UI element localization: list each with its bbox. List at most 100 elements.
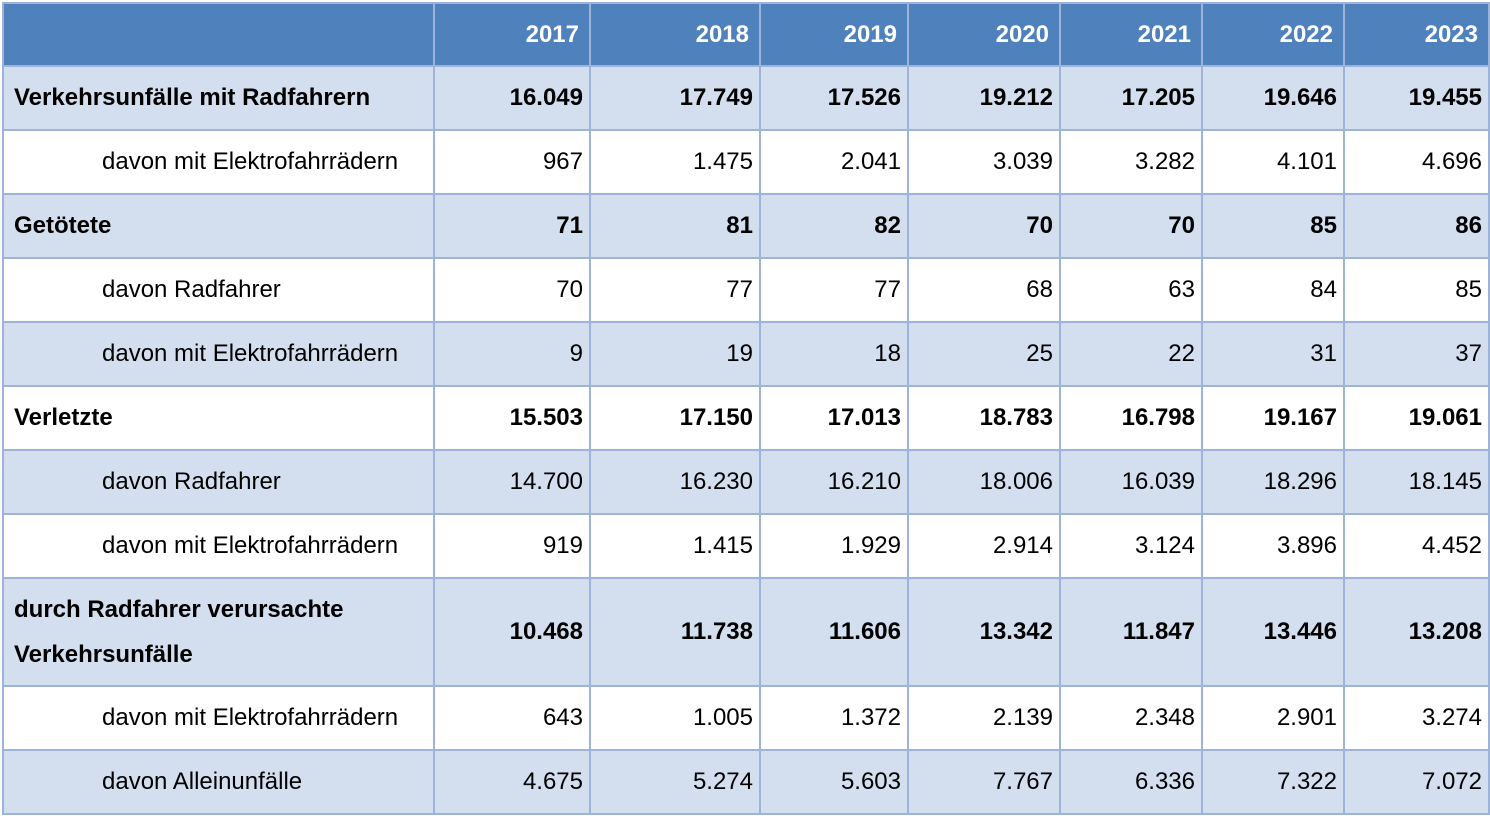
value-cell-2022: 85 xyxy=(1201,193,1345,259)
value-cell-2018: 19 xyxy=(589,321,761,387)
row-label: durch Radfahrer verursachte Verkehrsunfä… xyxy=(2,577,435,687)
value-cell-2021: 16.798 xyxy=(1059,385,1203,451)
value-cell-2022: 7.322 xyxy=(1201,749,1345,815)
header-label-cell xyxy=(2,2,435,67)
header-year-2018: 2018 xyxy=(589,2,761,67)
table-row: Verkehrsunfälle mit Radfahrern 16.049 17.7… xyxy=(2,65,1490,131)
table-body: Verkehrsunfälle mit Radfahrern 16.049 17.7… xyxy=(2,65,1490,815)
value-cell-2020: 7.767 xyxy=(907,749,1061,815)
value-cell-2020: 2.914 xyxy=(907,513,1061,579)
header-year-2020: 2020 xyxy=(907,2,1061,67)
header-row: 2017 2018 2019 2020 2021 2022 2023 xyxy=(2,2,1490,67)
value-cell-2020: 18.006 xyxy=(907,449,1061,515)
table-row: durch Radfahrer verursachte Verkehrsunfä… xyxy=(2,577,1490,687)
value-cell-2021: 16.039 xyxy=(1059,449,1203,515)
value-cell-2021: 63 xyxy=(1059,257,1203,323)
value-cell-2019: 18 xyxy=(759,321,909,387)
value-cell-2018: 5.274 xyxy=(589,749,761,815)
row-label: Verletzte xyxy=(2,385,435,451)
value-cell-2019: 2.041 xyxy=(759,129,909,195)
value-cell-2023: 3.274 xyxy=(1343,685,1490,751)
header-year-2021: 2021 xyxy=(1059,2,1203,67)
value-cell-2019: 17.526 xyxy=(759,65,909,131)
value-cell-2022: 4.101 xyxy=(1201,129,1345,195)
value-cell-2017: 967 xyxy=(433,129,591,195)
value-cell-2022: 84 xyxy=(1201,257,1345,323)
value-cell-2019: 82 xyxy=(759,193,909,259)
value-cell-2020: 2.139 xyxy=(907,685,1061,751)
value-cell-2022: 13.446 xyxy=(1201,577,1345,687)
value-cell-2023: 37 xyxy=(1343,321,1490,387)
value-cell-2018: 81 xyxy=(589,193,761,259)
value-cell-2018: 1.005 xyxy=(589,685,761,751)
value-cell-2017: 15.503 xyxy=(433,385,591,451)
table-row: Getötete 71 81 82 70 70 85 86 xyxy=(2,193,1490,259)
table-row: davon mit Elektrofahrrädern 967 1.475 2.041… xyxy=(2,129,1490,195)
row-label: davon mit Elektrofahrrädern xyxy=(2,321,435,387)
value-cell-2023: 13.208 xyxy=(1343,577,1490,687)
value-cell-2023: 19.455 xyxy=(1343,65,1490,131)
header-year-2019: 2019 xyxy=(759,2,909,67)
value-cell-2019: 77 xyxy=(759,257,909,323)
header-year-2017: 2017 xyxy=(433,2,591,67)
value-cell-2018: 11.738 xyxy=(589,577,761,687)
value-cell-2021: 6.336 xyxy=(1059,749,1203,815)
table-row: davon Radfahrer 70 77 77 68 63 84 85 xyxy=(2,257,1490,323)
value-cell-2022: 31 xyxy=(1201,321,1345,387)
value-cell-2020: 18.783 xyxy=(907,385,1061,451)
value-cell-2021: 11.847 xyxy=(1059,577,1203,687)
value-cell-2017: 16.049 xyxy=(433,65,591,131)
value-cell-2021: 3.124 xyxy=(1059,513,1203,579)
value-cell-2017: 71 xyxy=(433,193,591,259)
value-cell-2021: 17.205 xyxy=(1059,65,1203,131)
value-cell-2020: 19.212 xyxy=(907,65,1061,131)
value-cell-2018: 1.415 xyxy=(589,513,761,579)
value-cell-2017: 4.675 xyxy=(433,749,591,815)
value-cell-2023: 4.696 xyxy=(1343,129,1490,195)
value-cell-2020: 68 xyxy=(907,257,1061,323)
value-cell-2023: 19.061 xyxy=(1343,385,1490,451)
value-cell-2023: 4.452 xyxy=(1343,513,1490,579)
row-label: Getötete xyxy=(2,193,435,259)
value-cell-2022: 19.646 xyxy=(1201,65,1345,131)
value-cell-2021: 22 xyxy=(1059,321,1203,387)
value-cell-2021: 3.282 xyxy=(1059,129,1203,195)
value-cell-2018: 1.475 xyxy=(589,129,761,195)
value-cell-2019: 11.606 xyxy=(759,577,909,687)
row-label: davon Radfahrer xyxy=(2,449,435,515)
value-cell-2022: 2.901 xyxy=(1201,685,1345,751)
table-row: Verletzte 15.503 17.150 17.013 18.783 16.798 1… xyxy=(2,385,1490,451)
value-cell-2018: 16.230 xyxy=(589,449,761,515)
value-cell-2017: 643 xyxy=(433,685,591,751)
table-header: 2017 2018 2019 2020 2021 2022 2023 xyxy=(2,2,1490,67)
value-cell-2023: 86 xyxy=(1343,193,1490,259)
value-cell-2023: 85 xyxy=(1343,257,1490,323)
table-row: davon mit Elektrofahrrädern 9 19 18 25 22 31 37 xyxy=(2,321,1490,387)
row-label: davon Alleinunfälle xyxy=(2,749,435,815)
value-cell-2019: 16.210 xyxy=(759,449,909,515)
value-cell-2017: 70 xyxy=(433,257,591,323)
value-cell-2023: 7.072 xyxy=(1343,749,1490,815)
table-row: davon Radfahrer 14.700 16.230 16.210 18.006 1… xyxy=(2,449,1490,515)
table-row: davon mit Elektrofahrrädern 643 1.005 1.372… xyxy=(2,685,1490,751)
value-cell-2018: 77 xyxy=(589,257,761,323)
value-cell-2018: 17.749 xyxy=(589,65,761,131)
row-label: davon mit Elektrofahrrädern xyxy=(2,129,435,195)
header-year-2023: 2023 xyxy=(1343,2,1490,67)
header-year-2022: 2022 xyxy=(1201,2,1345,67)
value-cell-2019: 17.013 xyxy=(759,385,909,451)
value-cell-2019: 1.372 xyxy=(759,685,909,751)
value-cell-2017: 10.468 xyxy=(433,577,591,687)
value-cell-2017: 9 xyxy=(433,321,591,387)
row-label: davon Radfahrer xyxy=(2,257,435,323)
table-row: davon mit Elektrofahrrädern 919 1.415 1.929… xyxy=(2,513,1490,579)
row-label: davon mit Elektrofahrrädern xyxy=(2,513,435,579)
value-cell-2022: 3.896 xyxy=(1201,513,1345,579)
value-cell-2021: 70 xyxy=(1059,193,1203,259)
value-cell-2020: 25 xyxy=(907,321,1061,387)
value-cell-2020: 13.342 xyxy=(907,577,1061,687)
value-cell-2022: 18.296 xyxy=(1201,449,1345,515)
value-cell-2023: 18.145 xyxy=(1343,449,1490,515)
value-cell-2020: 70 xyxy=(907,193,1061,259)
value-cell-2022: 19.167 xyxy=(1201,385,1345,451)
